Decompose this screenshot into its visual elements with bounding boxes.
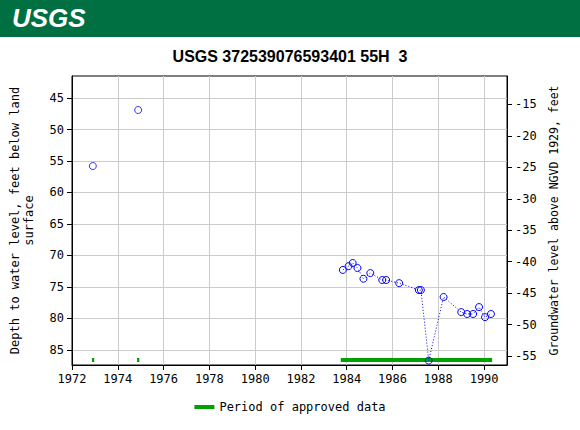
svg-text:55: 55 — [50, 154, 64, 168]
svg-text:USGS 372539076593401 55H 3: USGS 372539076593401 55H 3 — [173, 48, 408, 65]
svg-text:-40: -40 — [515, 255, 537, 269]
svg-text:-20: -20 — [515, 129, 537, 143]
svg-text:1972: 1972 — [58, 372, 87, 386]
svg-text:-45: -45 — [515, 286, 537, 300]
svg-text:85: 85 — [50, 343, 64, 357]
svg-text:-25: -25 — [515, 160, 537, 174]
svg-text:1990: 1990 — [470, 372, 499, 386]
svg-text:surface: surface — [22, 195, 36, 246]
svg-text:1988: 1988 — [424, 372, 453, 386]
svg-text:USGS: USGS — [12, 3, 86, 33]
svg-text:45: 45 — [50, 91, 64, 105]
svg-text:1978: 1978 — [195, 372, 224, 386]
svg-text:60: 60 — [50, 185, 64, 199]
svg-text:1980: 1980 — [241, 372, 270, 386]
svg-text:70: 70 — [50, 248, 64, 262]
svg-text:80: 80 — [50, 311, 64, 325]
svg-text:-50: -50 — [515, 318, 537, 332]
svg-text:-15: -15 — [515, 97, 537, 111]
svg-text:-30: -30 — [515, 192, 537, 206]
svg-text:-35: -35 — [515, 223, 537, 237]
svg-text:1974: 1974 — [103, 372, 132, 386]
svg-text:1984: 1984 — [332, 372, 361, 386]
svg-text:Depth to water level, feet bel: Depth to water level, feet below land — [8, 87, 22, 354]
svg-text:65: 65 — [50, 217, 64, 231]
svg-text:1982: 1982 — [286, 372, 315, 386]
svg-text:-55: -55 — [515, 349, 537, 363]
svg-text:Groundwater level above NGVD 1: Groundwater level above NGVD 1929, feet — [547, 85, 561, 355]
svg-text:50: 50 — [50, 123, 64, 137]
svg-text:75: 75 — [50, 280, 64, 294]
svg-text:Period of approved data: Period of approved data — [219, 400, 385, 414]
svg-text:1976: 1976 — [149, 372, 178, 386]
svg-text:1986: 1986 — [378, 372, 407, 386]
